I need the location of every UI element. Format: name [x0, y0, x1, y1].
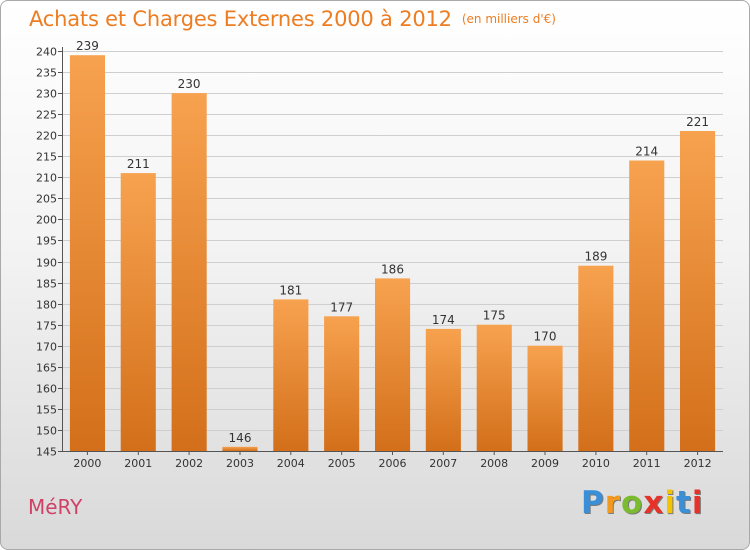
- logo-letter: P: [581, 485, 605, 521]
- x-tick-label: 2006: [379, 457, 407, 470]
- x-tick-label: 2005: [328, 457, 356, 470]
- bar: [425, 328, 461, 451]
- y-tick-label: 175: [36, 320, 57, 333]
- y-tick-label: 235: [36, 67, 57, 80]
- y-tick-label: 205: [36, 193, 57, 206]
- x-tick-label: 2004: [277, 457, 305, 470]
- logo-letter: i: [664, 485, 676, 521]
- x-tick-label: 2011: [633, 457, 661, 470]
- axes: 145 150 155 160 165 170 175 180 185 190 195 200 205 2…: [36, 46, 723, 470]
- y-tick-label: 155: [36, 404, 57, 417]
- y-tick-label: 240: [36, 46, 57, 59]
- x-tick-label: 2003: [226, 457, 254, 470]
- y-tick-label: 190: [36, 257, 57, 270]
- data-label: 189: [584, 250, 607, 264]
- y-tick-label: 220: [36, 130, 57, 143]
- bar: [171, 93, 207, 451]
- y-tick-label: 210: [36, 172, 57, 185]
- y-tick-label: 180: [36, 299, 57, 312]
- bar: [273, 299, 309, 451]
- data-label: 221: [686, 115, 709, 129]
- bar: [375, 278, 411, 451]
- data-label: 175: [483, 309, 506, 323]
- y-tick-label: 165: [36, 362, 57, 375]
- bar: [527, 345, 563, 451]
- x-tick-label: 2007: [429, 457, 457, 470]
- y-tick-label: 145: [36, 446, 57, 459]
- x-tick-label: 2008: [480, 457, 508, 470]
- bar: [120, 173, 156, 451]
- x-tick-label: 2002: [175, 457, 203, 470]
- bar: [680, 131, 716, 451]
- bar: [69, 55, 105, 451]
- bar: [578, 265, 614, 451]
- data-label: 211: [127, 157, 150, 171]
- y-tick-label: 160: [36, 383, 57, 396]
- bar: [222, 446, 258, 451]
- logo-letter: t: [675, 485, 692, 521]
- y-tick-label: 215: [36, 151, 57, 164]
- data-label: 146: [229, 431, 252, 445]
- proxiti-logo[interactable]: Proxiti: [581, 485, 703, 521]
- logo-letter: i: [691, 485, 704, 521]
- x-tick-label: 2012: [684, 457, 712, 470]
- bars: 239 211 230 146 181 177 186 174 175 170 189 214 221: [69, 39, 716, 451]
- data-label: 170: [534, 330, 557, 344]
- y-tick-label: 225: [36, 109, 57, 122]
- bar: [629, 160, 665, 451]
- bar: [476, 324, 512, 451]
- data-label: 239: [76, 39, 99, 53]
- bar: [324, 316, 360, 451]
- y-tick-label: 230: [36, 88, 57, 101]
- logo-letter: x: [643, 485, 665, 521]
- logo-letter: o: [621, 485, 644, 521]
- x-tick-label: 2000: [73, 457, 101, 470]
- data-label: 214: [635, 145, 658, 159]
- title-text: Achats et Charges Externes 2000 à 2012: [29, 7, 452, 31]
- chart-title: Achats et Charges Externes 2000 à 2012 (e…: [29, 7, 556, 31]
- y-tick-label: 200: [36, 214, 57, 227]
- y-tick-label: 195: [36, 235, 57, 248]
- data-label: 230: [178, 77, 201, 91]
- x-tick-label: 2001: [124, 457, 152, 470]
- logo-letter: r: [604, 485, 622, 521]
- data-label: 181: [279, 283, 302, 297]
- data-label: 186: [381, 262, 404, 276]
- x-tick-label: 2009: [531, 457, 559, 470]
- y-tick-label: 170: [36, 341, 57, 354]
- town-name: MéRY: [28, 495, 83, 519]
- unit-label: (en milliers d'€): [461, 12, 556, 26]
- y-tick-label: 185: [36, 278, 57, 291]
- y-tick-label: 150: [36, 425, 57, 438]
- data-label: 177: [330, 300, 353, 314]
- x-tick-label: 2010: [582, 457, 610, 470]
- data-label: 174: [432, 313, 455, 327]
